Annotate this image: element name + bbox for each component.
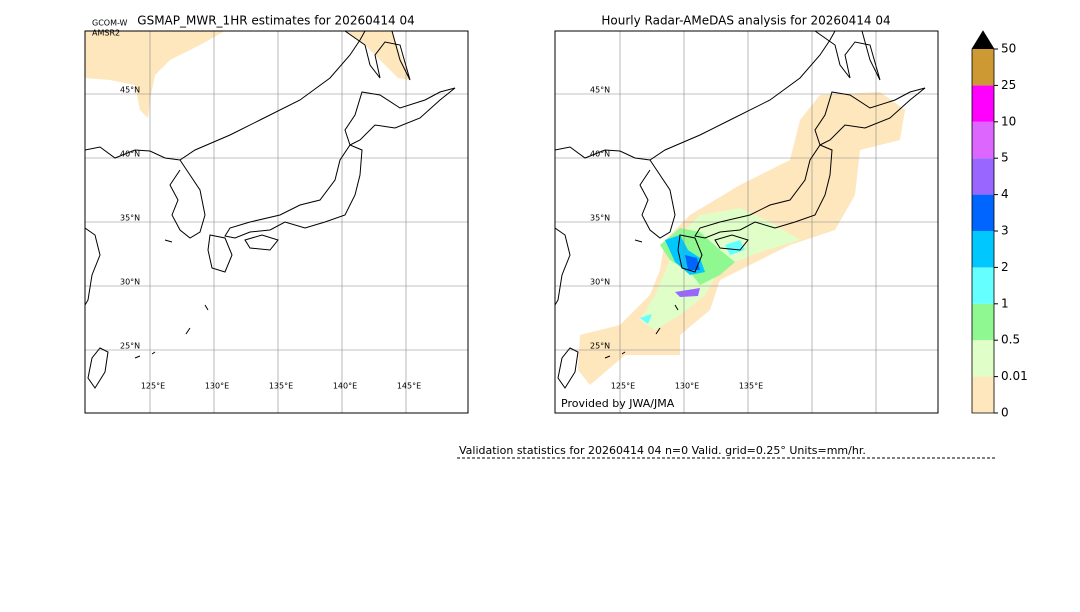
colorbar-segment bbox=[972, 376, 994, 413]
validation-text: Validation statistics for 20260414 04 n=… bbox=[459, 444, 866, 457]
lat-label: 45°N bbox=[590, 86, 610, 95]
colorbar-label: 10 bbox=[1001, 114, 1016, 128]
colorbar-segment bbox=[972, 85, 994, 122]
colorbar-label: 0.5 bbox=[1001, 333, 1020, 347]
colorbar-label: 50 bbox=[1001, 42, 1016, 56]
lat-label: 35°N bbox=[120, 214, 140, 223]
left-map bbox=[85, 31, 468, 413]
lon-label: 130°E bbox=[205, 382, 229, 391]
colorbar-segment bbox=[972, 231, 994, 268]
lon-label: 125°E bbox=[141, 382, 165, 391]
lat-label: 40°N bbox=[590, 150, 610, 159]
right-map bbox=[555, 31, 938, 413]
lon-label: 145°E bbox=[397, 382, 421, 391]
panel-title: GSMAP_MWR_1HR estimates for 20260414 04 bbox=[137, 14, 414, 28]
map-frame bbox=[554, 30, 939, 414]
sensor-label: GCOM-W bbox=[92, 19, 128, 28]
colorbar-segment bbox=[972, 340, 994, 377]
colorbar-label: 3 bbox=[1001, 224, 1009, 238]
lat-label: 30°N bbox=[120, 278, 140, 287]
lat-label: 25°N bbox=[590, 342, 610, 351]
lat-label: 35°N bbox=[590, 214, 610, 223]
panel-title: Hourly Radar-AMeDAS analysis for 2026041… bbox=[601, 14, 890, 28]
lat-label: 25°N bbox=[120, 342, 140, 351]
lon-label: 130°E bbox=[675, 382, 699, 391]
colorbar-segment bbox=[972, 194, 994, 231]
colorbar-segment bbox=[972, 267, 994, 304]
map-frame bbox=[84, 30, 469, 414]
lat-label: 40°N bbox=[120, 150, 140, 159]
credit: Provided by JWA/JMA bbox=[561, 397, 675, 410]
lat-label: 45°N bbox=[120, 86, 140, 95]
colorbar-label: 4 bbox=[1001, 187, 1009, 201]
lon-label: 135°E bbox=[739, 382, 763, 391]
colorbar-label: 2 bbox=[1001, 260, 1009, 274]
lon-label: 135°E bbox=[269, 382, 293, 391]
colorbar-segment bbox=[972, 158, 994, 195]
colorbar-label: 5 bbox=[1001, 151, 1009, 165]
colorbar-label: 0.01 bbox=[1001, 369, 1028, 383]
colorbar-label: 0 bbox=[1001, 406, 1009, 420]
colorbar-outline bbox=[971, 30, 995, 414]
colorbar: 0 0.01 0.5 1 2 3 4 5 10 25 50 bbox=[971, 30, 1028, 420]
colorbar-segment bbox=[972, 121, 994, 159]
sensor-label: AMSR2 bbox=[92, 29, 120, 38]
colorbar-label: 1 bbox=[1001, 296, 1009, 310]
lon-label: 140°E bbox=[333, 382, 357, 391]
lat-label: 30°N bbox=[590, 278, 610, 287]
colorbar-extend bbox=[972, 31, 994, 49]
colorbar-segment bbox=[972, 303, 994, 341]
colorbar-segment bbox=[972, 49, 994, 86]
lon-label: 125°E bbox=[611, 382, 635, 391]
colorbar-label: 25 bbox=[1001, 78, 1016, 92]
